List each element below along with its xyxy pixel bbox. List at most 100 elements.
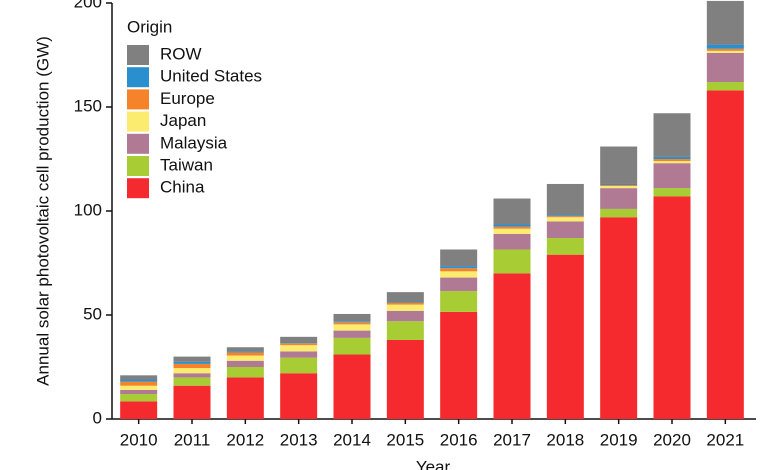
- bar-segment: [493, 226, 531, 229]
- bar-segment: [546, 216, 584, 218]
- bar-segment: [706, 50, 744, 53]
- legend-swatch: [127, 67, 149, 88]
- bar-segment: [493, 198, 531, 225]
- bar-segment: [386, 301, 424, 303]
- bar-segment: [440, 271, 478, 278]
- bar-segment: [493, 224, 531, 227]
- bar-segment: [653, 113, 691, 157]
- bar-segment: [333, 324, 371, 331]
- bar-segment: [280, 343, 318, 346]
- bar-segment: [173, 373, 211, 378]
- x-tick-label: 2010: [120, 430, 158, 449]
- bar-segment: [600, 186, 638, 189]
- bar-segment: [493, 228, 531, 234]
- legend-swatch: [127, 89, 149, 110]
- bar-segment: [173, 377, 211, 386]
- bar-segment: [600, 208, 638, 218]
- legend-swatch: [127, 178, 149, 199]
- bar-segment: [173, 356, 211, 362]
- bar-segment: [386, 302, 424, 305]
- x-tick-label: 2021: [706, 430, 744, 449]
- y-tick-label: 150: [74, 96, 102, 115]
- y-tick-label: 0: [93, 408, 102, 427]
- bar-segment: [386, 304, 424, 311]
- bar-segment: [493, 233, 531, 250]
- bar-segment: [226, 347, 264, 352]
- bar-segment: [280, 342, 318, 344]
- bar-segment: [440, 291, 478, 312]
- bar-segment: [173, 368, 211, 374]
- bar-segment: [173, 361, 211, 364]
- bar-segment: [546, 254, 584, 419]
- bar-segment: [440, 266, 478, 269]
- bar-segment: [440, 277, 478, 292]
- bar-segment: [706, 52, 744, 83]
- bar-segment: [120, 379, 158, 382]
- bar-segment: [280, 351, 318, 358]
- bar-segment: [280, 336, 318, 343]
- x-tick-label: 2016: [440, 430, 478, 449]
- bar-segment: [173, 363, 211, 369]
- legend-label: Taiwan: [160, 155, 213, 174]
- bar-segment: [333, 321, 371, 323]
- bar-segment: [440, 268, 478, 272]
- x-tick-label: 2012: [226, 430, 264, 449]
- bar-segment: [653, 156, 691, 159]
- bar-segment: [120, 401, 158, 419]
- bar-segment: [120, 385, 158, 390]
- bar-segment: [333, 337, 371, 355]
- bar-segment: [386, 339, 424, 419]
- bar-segment: [653, 188, 691, 197]
- bar-segment: [226, 377, 264, 419]
- bar-segment: [386, 321, 424, 340]
- bar-segment: [653, 163, 691, 189]
- y-tick-label: 200: [74, 0, 102, 11]
- x-tick-label: 2017: [493, 430, 531, 449]
- legend-title: Origin: [127, 17, 172, 36]
- y-axis-label: Annual solar photovoltaic cell productio…: [33, 36, 52, 386]
- y-tick-label: 100: [74, 200, 102, 219]
- bar-segment: [333, 322, 371, 325]
- bar-segment: [280, 345, 318, 352]
- legend-label: ROW: [160, 44, 202, 63]
- legend-label: Japan: [160, 111, 206, 130]
- legend-label: Malaysia: [160, 133, 228, 152]
- bar-segment: [173, 385, 211, 419]
- legend-swatch: [127, 45, 149, 65]
- bar-segment: [440, 249, 478, 267]
- bar-segment: [280, 357, 318, 374]
- bar-segment: [120, 381, 158, 386]
- bar-segment: [653, 196, 691, 419]
- x-axis-label: Year: [416, 457, 451, 470]
- bar-segment: [546, 183, 584, 216]
- bar-segment: [386, 292, 424, 302]
- bar-segment: [706, 82, 744, 91]
- bar-segment: [706, 44, 744, 49]
- bar-segment: [706, 0, 744, 45]
- bar-segment: [493, 249, 531, 274]
- bar-segment: [600, 185, 638, 187]
- bar-segment: [333, 330, 371, 338]
- bar-segment: [120, 389, 158, 395]
- bar-segment: [333, 354, 371, 419]
- bar-segment: [546, 215, 584, 217]
- bar-segment: [706, 90, 744, 420]
- bar-segment: [546, 221, 584, 239]
- bar-segment: [600, 217, 638, 419]
- bar-segment: [653, 161, 691, 164]
- bar-segment: [226, 351, 264, 353]
- bar-segment: [386, 310, 424, 322]
- bar-segment: [226, 367, 264, 378]
- bar-segment: [600, 188, 638, 209]
- bar-segment: [600, 183, 638, 185]
- bar-segment: [226, 360, 264, 367]
- x-tick-label: 2011: [174, 430, 211, 449]
- x-tick-label: 2013: [280, 430, 318, 449]
- legend-swatch: [127, 111, 149, 132]
- bar-segment: [333, 313, 371, 322]
- bar-segment: [280, 373, 318, 419]
- legend-label: Europe: [160, 89, 215, 108]
- bar-segment: [600, 146, 638, 184]
- bar-segment: [226, 352, 264, 356]
